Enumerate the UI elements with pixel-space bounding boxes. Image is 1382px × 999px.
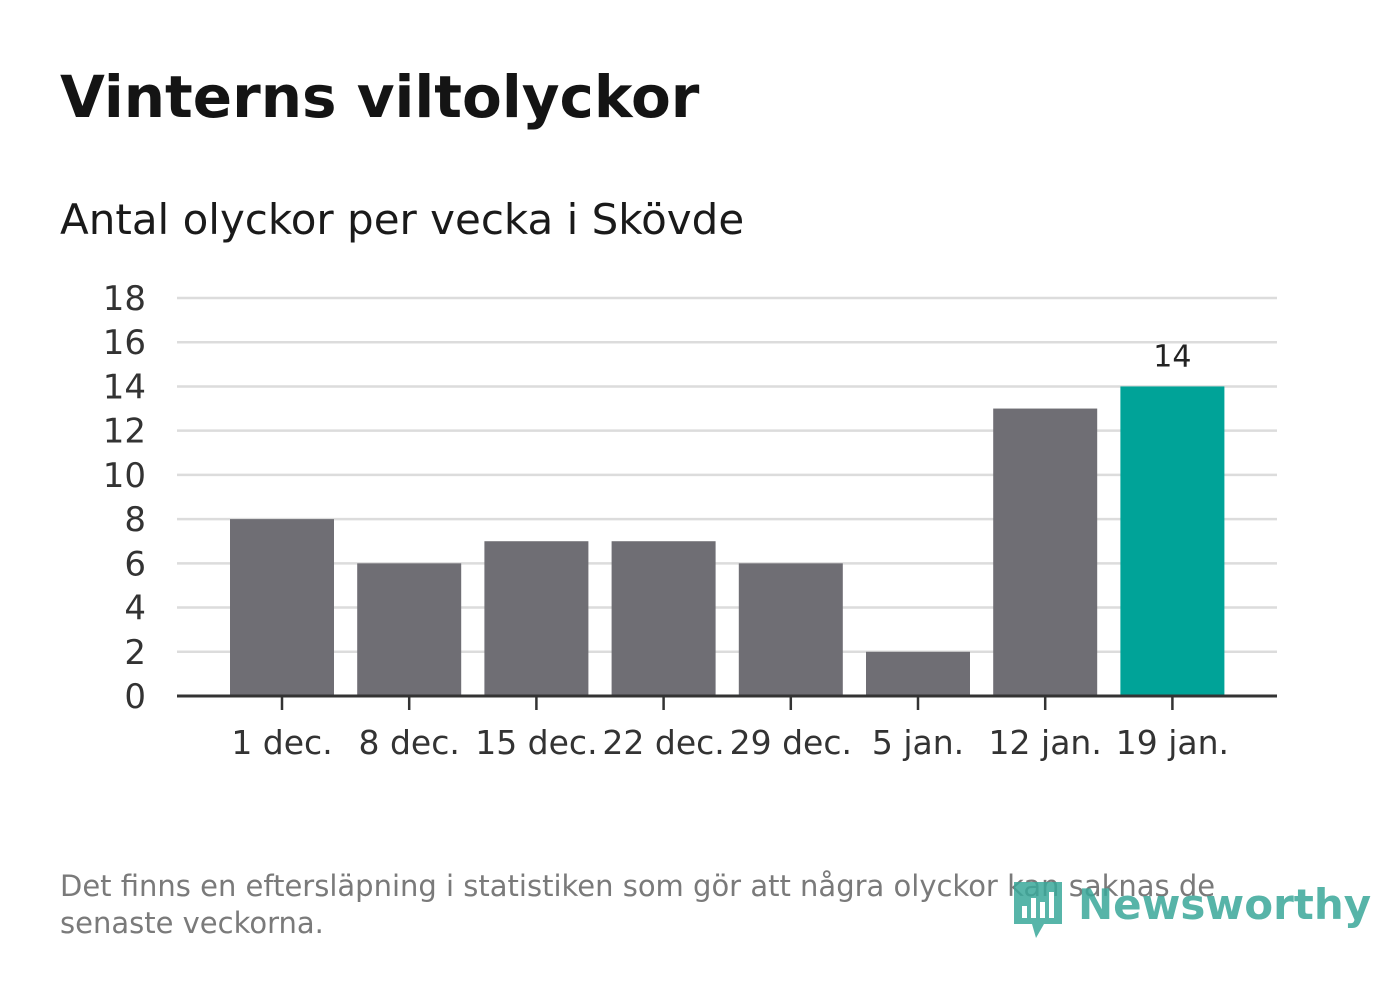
x-tick-label: 15 dec. [475, 723, 597, 762]
chart-title: Vinterns viltolyckor [60, 63, 700, 131]
y-tick-label: 2 [124, 633, 146, 673]
x-tick-label: 19 jan. [1116, 723, 1229, 762]
x-tick-label: 5 jan. [872, 723, 964, 762]
bar-6 [866, 651, 970, 696]
bar-chart-icon [1014, 882, 1062, 938]
brand-name: Newsworthy [1078, 880, 1372, 929]
bar-1 [230, 519, 334, 696]
x-tick-label: 29 dec. [730, 723, 852, 762]
y-tick-label: 8 [124, 500, 146, 540]
bar-8 [1120, 386, 1225, 696]
bar-5 [738, 563, 843, 696]
x-tick-label: 8 dec. [359, 723, 460, 762]
bar-4 [611, 541, 716, 696]
x-tick-label: 22 dec. [602, 723, 724, 762]
chart-subtitle: Antal olyckor per vecka i Skövde [60, 195, 745, 244]
y-tick-label: 12 [103, 412, 146, 452]
y-tick-label: 10 [103, 456, 146, 496]
y-tick-label: 6 [124, 544, 146, 584]
y-tick-label: 4 [124, 589, 146, 629]
x-tick-label: 1 dec. [231, 723, 332, 762]
y-tick-label: 0 [124, 677, 146, 717]
x-tick-label: 12 jan. [989, 723, 1102, 762]
data-label: 14 [1153, 339, 1191, 374]
bar-3 [484, 541, 589, 696]
y-tick-label: 14 [103, 367, 146, 407]
newsworthy-logo: Newsworthy [1010, 878, 1371, 942]
y-tick-label: 18 [103, 279, 146, 319]
bar-2 [357, 563, 462, 696]
bar-7 [993, 408, 1098, 696]
y-tick-label: 16 [103, 323, 146, 363]
